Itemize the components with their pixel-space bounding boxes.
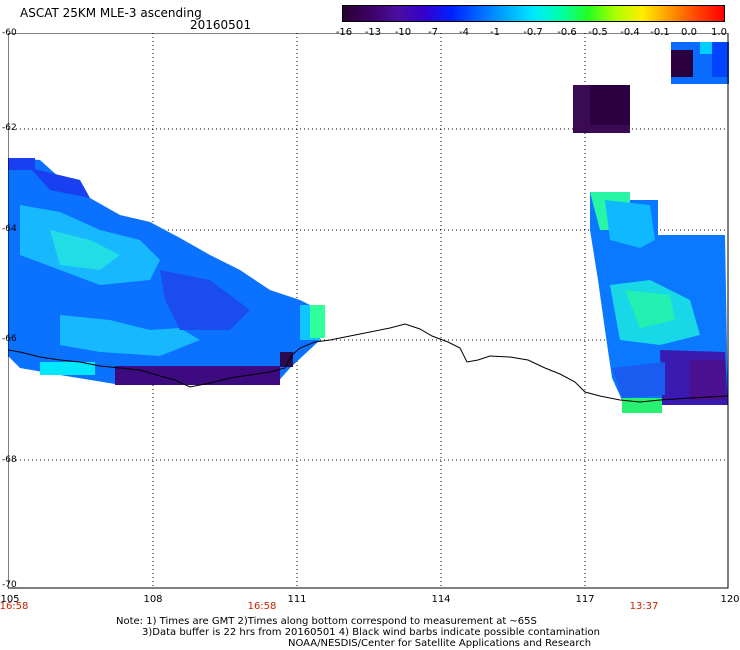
footer-note-1: Note: 1) Times are GMT 2)Times along bot…: [116, 616, 537, 627]
time-label-1: 16:58: [0, 601, 29, 612]
lon-label-111: 111: [287, 594, 307, 605]
time-label-3: 13:37: [629, 601, 659, 612]
footer-note-3: NOAA/NESDIS/Center for Satellite Applica…: [288, 638, 592, 649]
right-swath: [590, 192, 728, 413]
wind-map: [8, 33, 729, 589]
data-block-north-2: [671, 42, 729, 84]
data-block-north-1: [573, 85, 630, 133]
lon-label-114: 114: [431, 594, 451, 605]
footer-note-2: 3)Data buffer is 22 hrs from 20160501 4)…: [142, 627, 600, 638]
lon-label-108: 108: [143, 594, 163, 605]
lon-label-120: 120: [720, 594, 740, 605]
lon-label-105: 105: [0, 594, 20, 605]
lat-label-68: -68: [2, 455, 17, 465]
product-date: 20160501: [190, 18, 252, 32]
left-swath: [8, 158, 325, 385]
lon-label-117: 117: [575, 594, 595, 605]
time-label-2: 16:58: [247, 601, 277, 612]
lat-label-60: -60: [2, 28, 17, 38]
plot-frame: [8, 33, 729, 589]
product-title: ASCAT 25KM MLE-3 ascending: [20, 6, 202, 20]
lat-label-70: -70: [2, 580, 17, 590]
lat-label-64: -64: [2, 224, 17, 234]
colorbar: [342, 5, 725, 22]
lat-label-62: -62: [2, 123, 17, 133]
lat-label-66: -66: [2, 334, 17, 344]
coastline: [8, 323, 729, 403]
